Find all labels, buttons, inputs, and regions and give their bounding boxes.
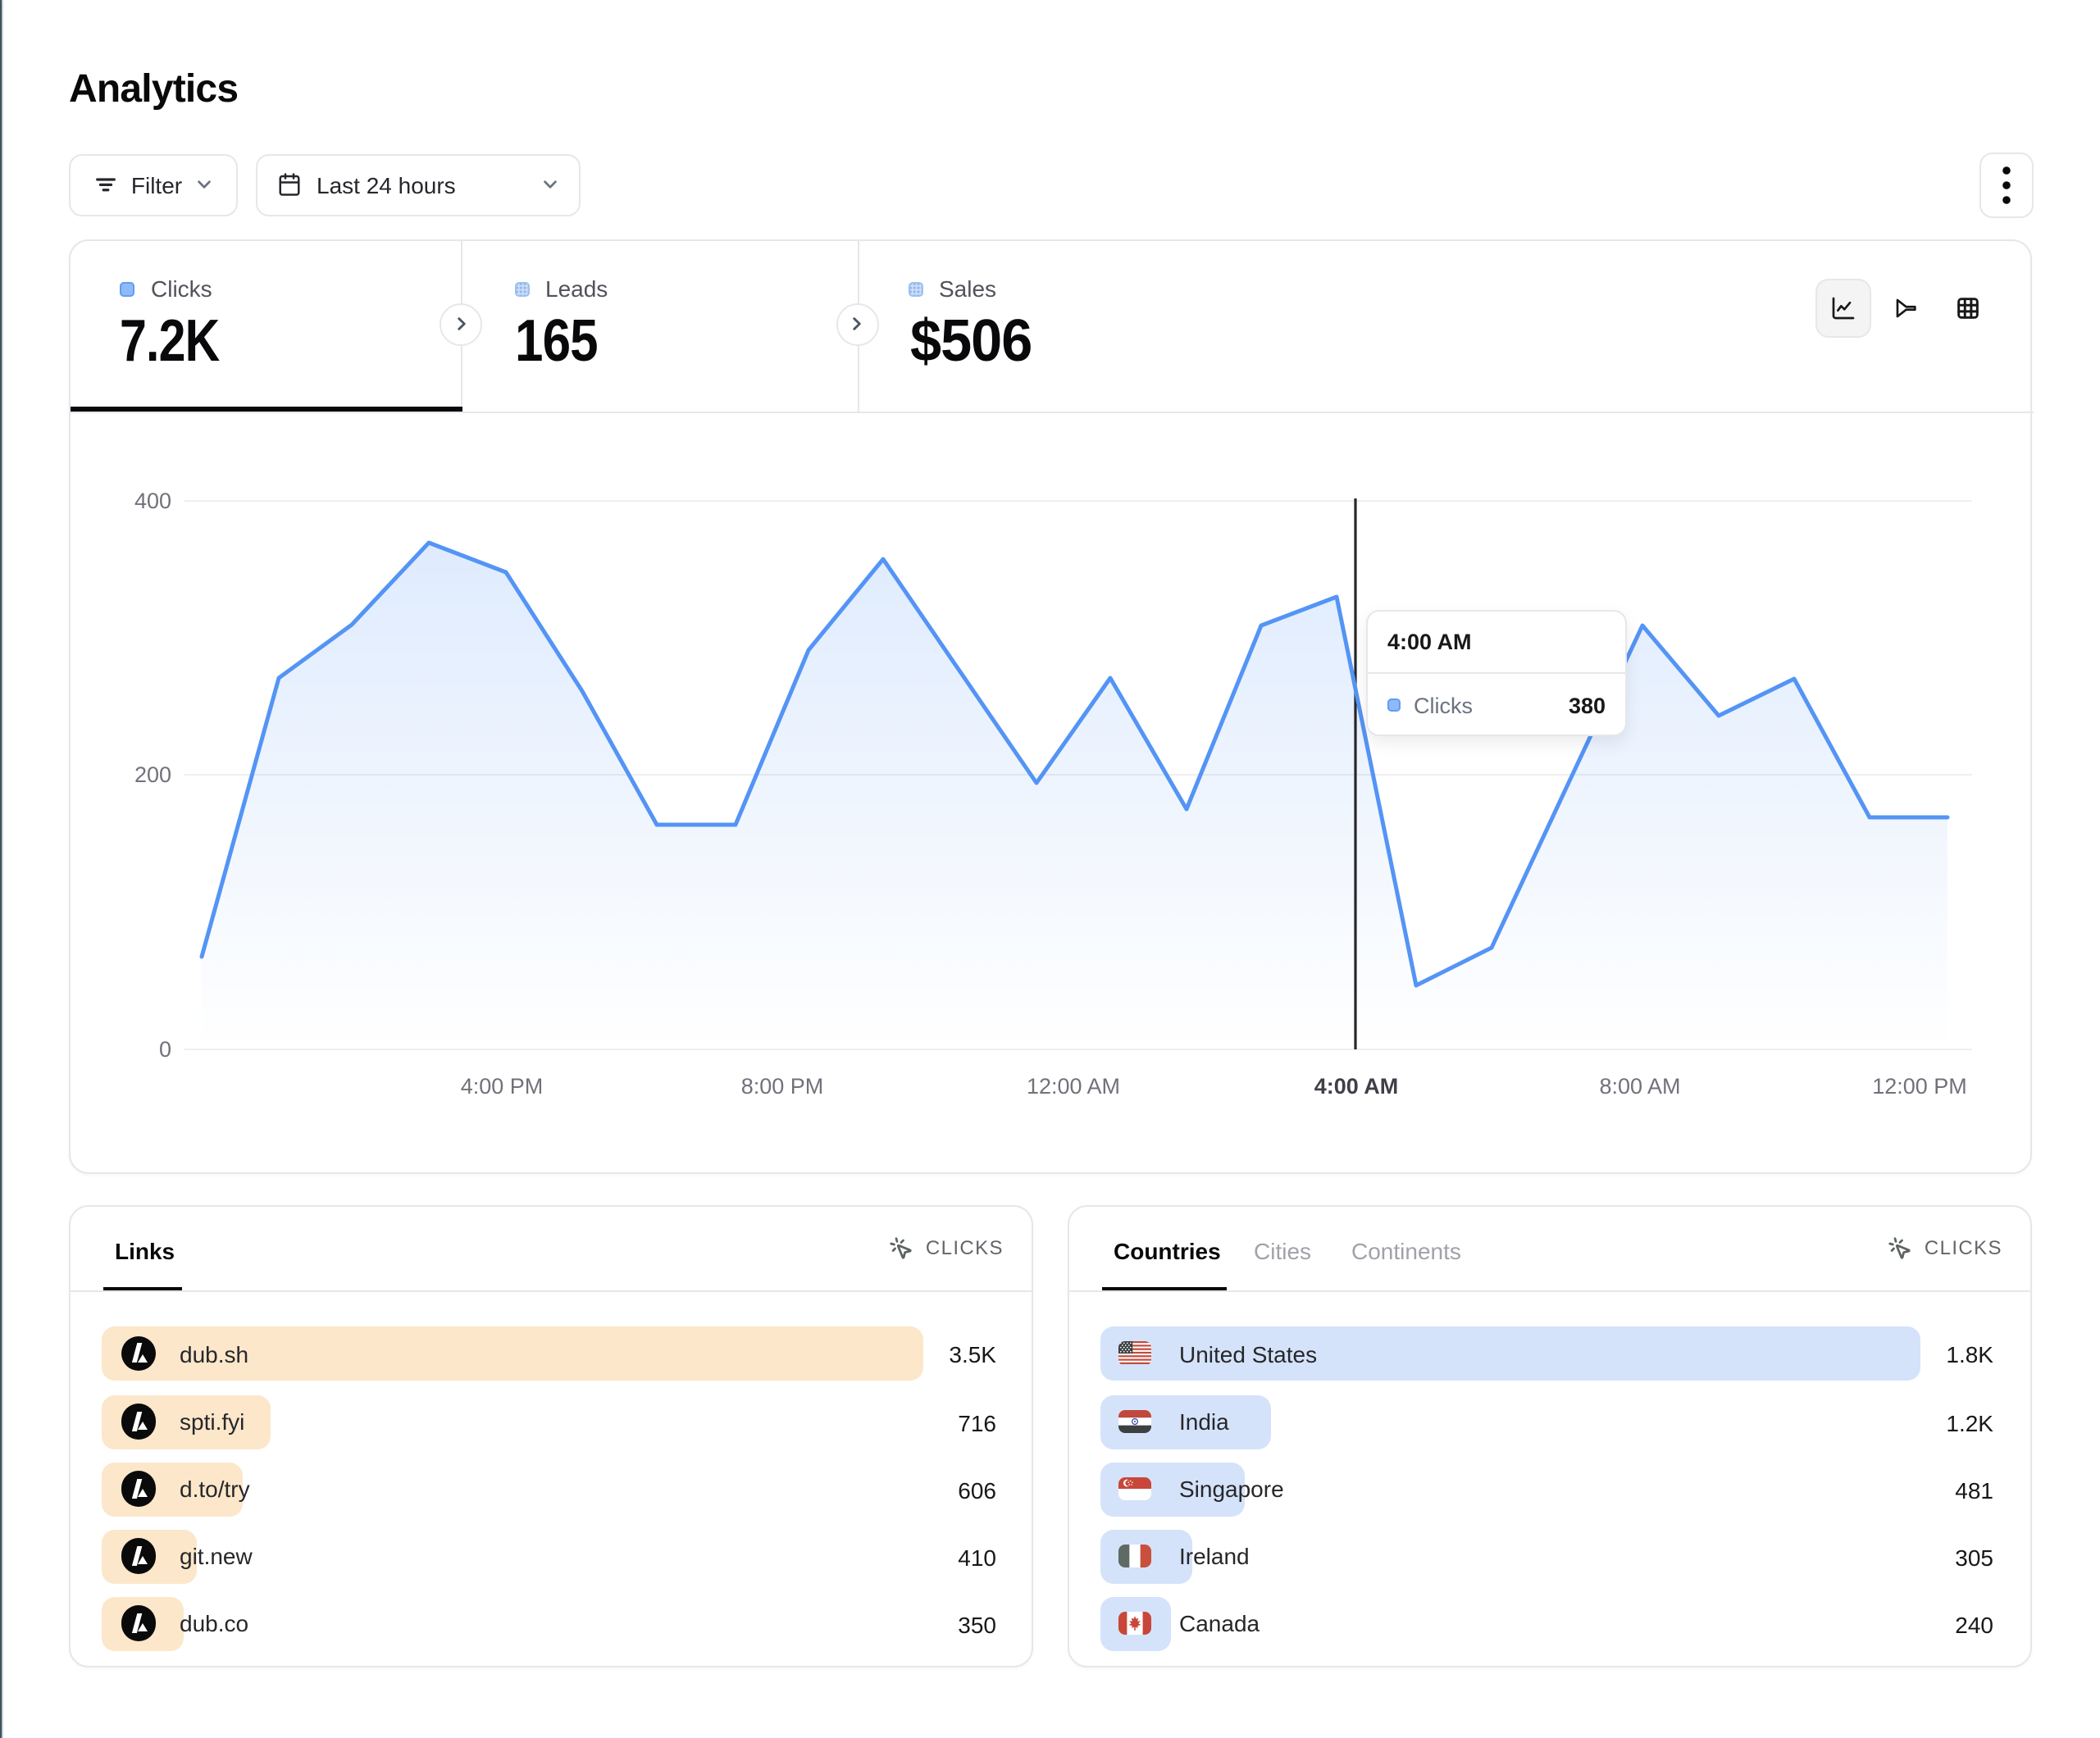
svg-text:12:00 PM: 12:00 PM xyxy=(1871,1073,1966,1098)
svg-text:8:00 AM: 8:00 AM xyxy=(1598,1073,1679,1098)
svg-text:4:00 PM: 4:00 PM xyxy=(460,1073,543,1098)
svg-text:400: 400 xyxy=(134,488,171,512)
svg-text:12:00 AM: 12:00 AM xyxy=(1026,1073,1119,1098)
svg-text:0: 0 xyxy=(158,1036,171,1061)
svg-text:200: 200 xyxy=(134,762,171,786)
svg-text:4:00 AM: 4:00 AM xyxy=(1314,1073,1398,1098)
svg-text:8:00 PM: 8:00 PM xyxy=(740,1073,823,1098)
